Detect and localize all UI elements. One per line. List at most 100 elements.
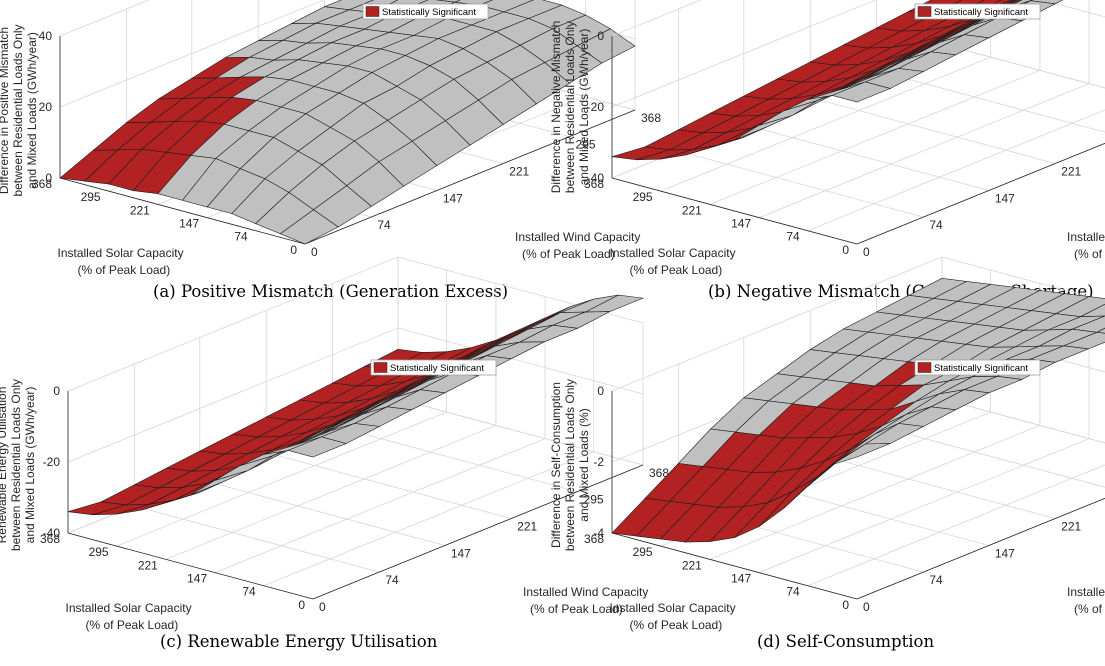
wind-axis-title: (% of Peak Load) (1074, 602, 1105, 616)
wind-tick-label: 0 (863, 600, 870, 614)
wind-tick-label: 0 (863, 245, 870, 259)
z-tick-label: -40 (587, 171, 605, 185)
z-axis-title: and Mixed Loads (GWh/year) (23, 387, 37, 544)
solar-axis-title: (% of Peak Load) (630, 263, 723, 277)
solar-axis-line (59, 177, 306, 245)
wind-tick-label: 0 (311, 245, 318, 259)
legend-swatch (917, 362, 932, 373)
solar-tick-label: 221 (138, 558, 158, 572)
z-tick-label: 20 (39, 100, 53, 114)
wind-tick-label: 221 (1061, 165, 1081, 179)
solar-axis-title: Installed Solar Capacity (66, 601, 192, 615)
legend-label: Statistically Significant (934, 363, 1028, 374)
surface-patch (279, 209, 339, 245)
legend-swatch (365, 6, 380, 17)
chart-panel-4: 074147221295368074147221295368-4-20Insta… (549, 256, 1105, 651)
legend: Statistically Significant (370, 359, 497, 376)
solar-tick-label: 147 (731, 572, 751, 586)
solar-tick-label: 368 (584, 532, 604, 546)
panel-caption: (a) Positive Mismatch (Generation Excess… (153, 282, 508, 301)
solar-tick-label: 147 (731, 217, 751, 231)
legend-box (362, 3, 489, 20)
legend-box (914, 3, 1041, 20)
chart-panel-1: 07414722129536807414722129536802040Insta… (0, 0, 661, 301)
wind-axis-title: (% of Peak Load) (1074, 247, 1105, 261)
z-axis-title: Renewable Energy Utilisation (0, 387, 9, 544)
solar-tick-label: 221 (682, 558, 702, 572)
legend-label: Statistically Significant (382, 7, 476, 18)
wind-axis-title: Installed Wind Capacity (1067, 585, 1105, 599)
z-axis-title: Difference in Negative Mismatch (549, 21, 563, 194)
legend-box (914, 359, 1041, 376)
surface-patch (832, 443, 891, 465)
z-tick-label: -20 (43, 455, 61, 469)
z-axis-title: and Mixed Loads (GWh/year) (25, 32, 39, 189)
solar-axis-title: (% of Peak Load) (86, 618, 179, 632)
wind-tick-label: 74 (929, 573, 943, 587)
wind-axis-title: Installed Wind Capacity (1067, 230, 1105, 244)
wind-tick-label: 368 (641, 111, 661, 125)
wind-tick-label: 295 (584, 493, 604, 507)
legend: Statistically Significant (914, 3, 1041, 20)
z-tick-label: -4 (593, 526, 604, 540)
z-tick-label: -2 (593, 455, 604, 469)
z-tick-label: -40 (43, 526, 61, 540)
solar-axis-line (611, 177, 858, 245)
z-tick-label: 40 (39, 29, 53, 43)
wind-axis-title: (% of Peak Load) (530, 602, 623, 616)
surface-patch (831, 81, 892, 103)
surface (611, 277, 1105, 543)
z-tick-label: 0 (597, 29, 604, 43)
z-axis-title: and Mixed Loads (GWh/year) (577, 29, 591, 186)
solar-tick-label: 295 (89, 545, 109, 559)
solar-axis-title: Installed Solar Capacity (610, 601, 736, 615)
wind-axis-title: Installed Wind Capacity (515, 230, 640, 244)
solar-tick-label: 295 (81, 190, 101, 204)
solar-tick-label: 74 (234, 230, 248, 244)
solar-tick-label: 0 (842, 243, 849, 257)
z-axis-title: between Residential Loads Only (563, 379, 577, 551)
solar-tick-label: 295 (633, 545, 653, 559)
solar-tick-label: 74 (242, 585, 256, 599)
solar-tick-label: 295 (633, 190, 653, 204)
solar-tick-label: 0 (298, 598, 305, 612)
solar-tick-label: 368 (32, 177, 52, 191)
z-tick-label: 0 (45, 171, 52, 185)
z-tick-label: 0 (53, 384, 60, 398)
z-tick-label: 0 (597, 384, 604, 398)
wind-tick-label: 74 (377, 218, 391, 232)
wind-tick-label: 147 (443, 191, 463, 205)
wind-tick-label: 147 (995, 191, 1015, 205)
z-axis-title: Difference in Positive Mismatch (0, 27, 11, 194)
wind-tick-label: 368 (649, 466, 669, 480)
surface-patch (1095, 327, 1105, 334)
legend: Statistically Significant (362, 3, 489, 20)
solar-tick-label: 368 (40, 532, 60, 546)
solar-tick-label: 221 (130, 203, 150, 217)
wind-tick-label: 0 (319, 600, 326, 614)
solar-axis-title: Installed Solar Capacity (610, 246, 736, 260)
z-axis-title: between Residential Loads Only (563, 21, 577, 193)
wind-axis-title: Installed Wind Capacity (523, 585, 648, 599)
wind-tick-label: 74 (385, 573, 399, 587)
solar-tick-label: 74 (786, 230, 800, 244)
z-axis-title: and Mixed Loads (%) (577, 408, 591, 521)
solar-tick-label: 0 (290, 243, 297, 257)
legend-swatch (373, 362, 388, 373)
wind-axis-line (856, 497, 1105, 600)
solar-tick-label: 221 (682, 203, 702, 217)
solar-axis-title: Installed Solar Capacity (58, 246, 184, 260)
solar-axis-title: (% of Peak Load) (630, 618, 723, 632)
panel-caption: (d) Self-Consumption (757, 632, 934, 651)
chart-panel-3: 074147221295368074147221295368-40-200Ins… (0, 256, 669, 651)
z-axis-title: between Residential Loads Only (11, 24, 25, 196)
legend-label: Statistically Significant (934, 7, 1028, 18)
wind-tick-label: 221 (517, 520, 537, 534)
wind-tick-label: 221 (1061, 520, 1081, 534)
wind-tick-label: 74 (929, 218, 943, 232)
z-axis-title: between Residential Loads Only (9, 379, 23, 551)
